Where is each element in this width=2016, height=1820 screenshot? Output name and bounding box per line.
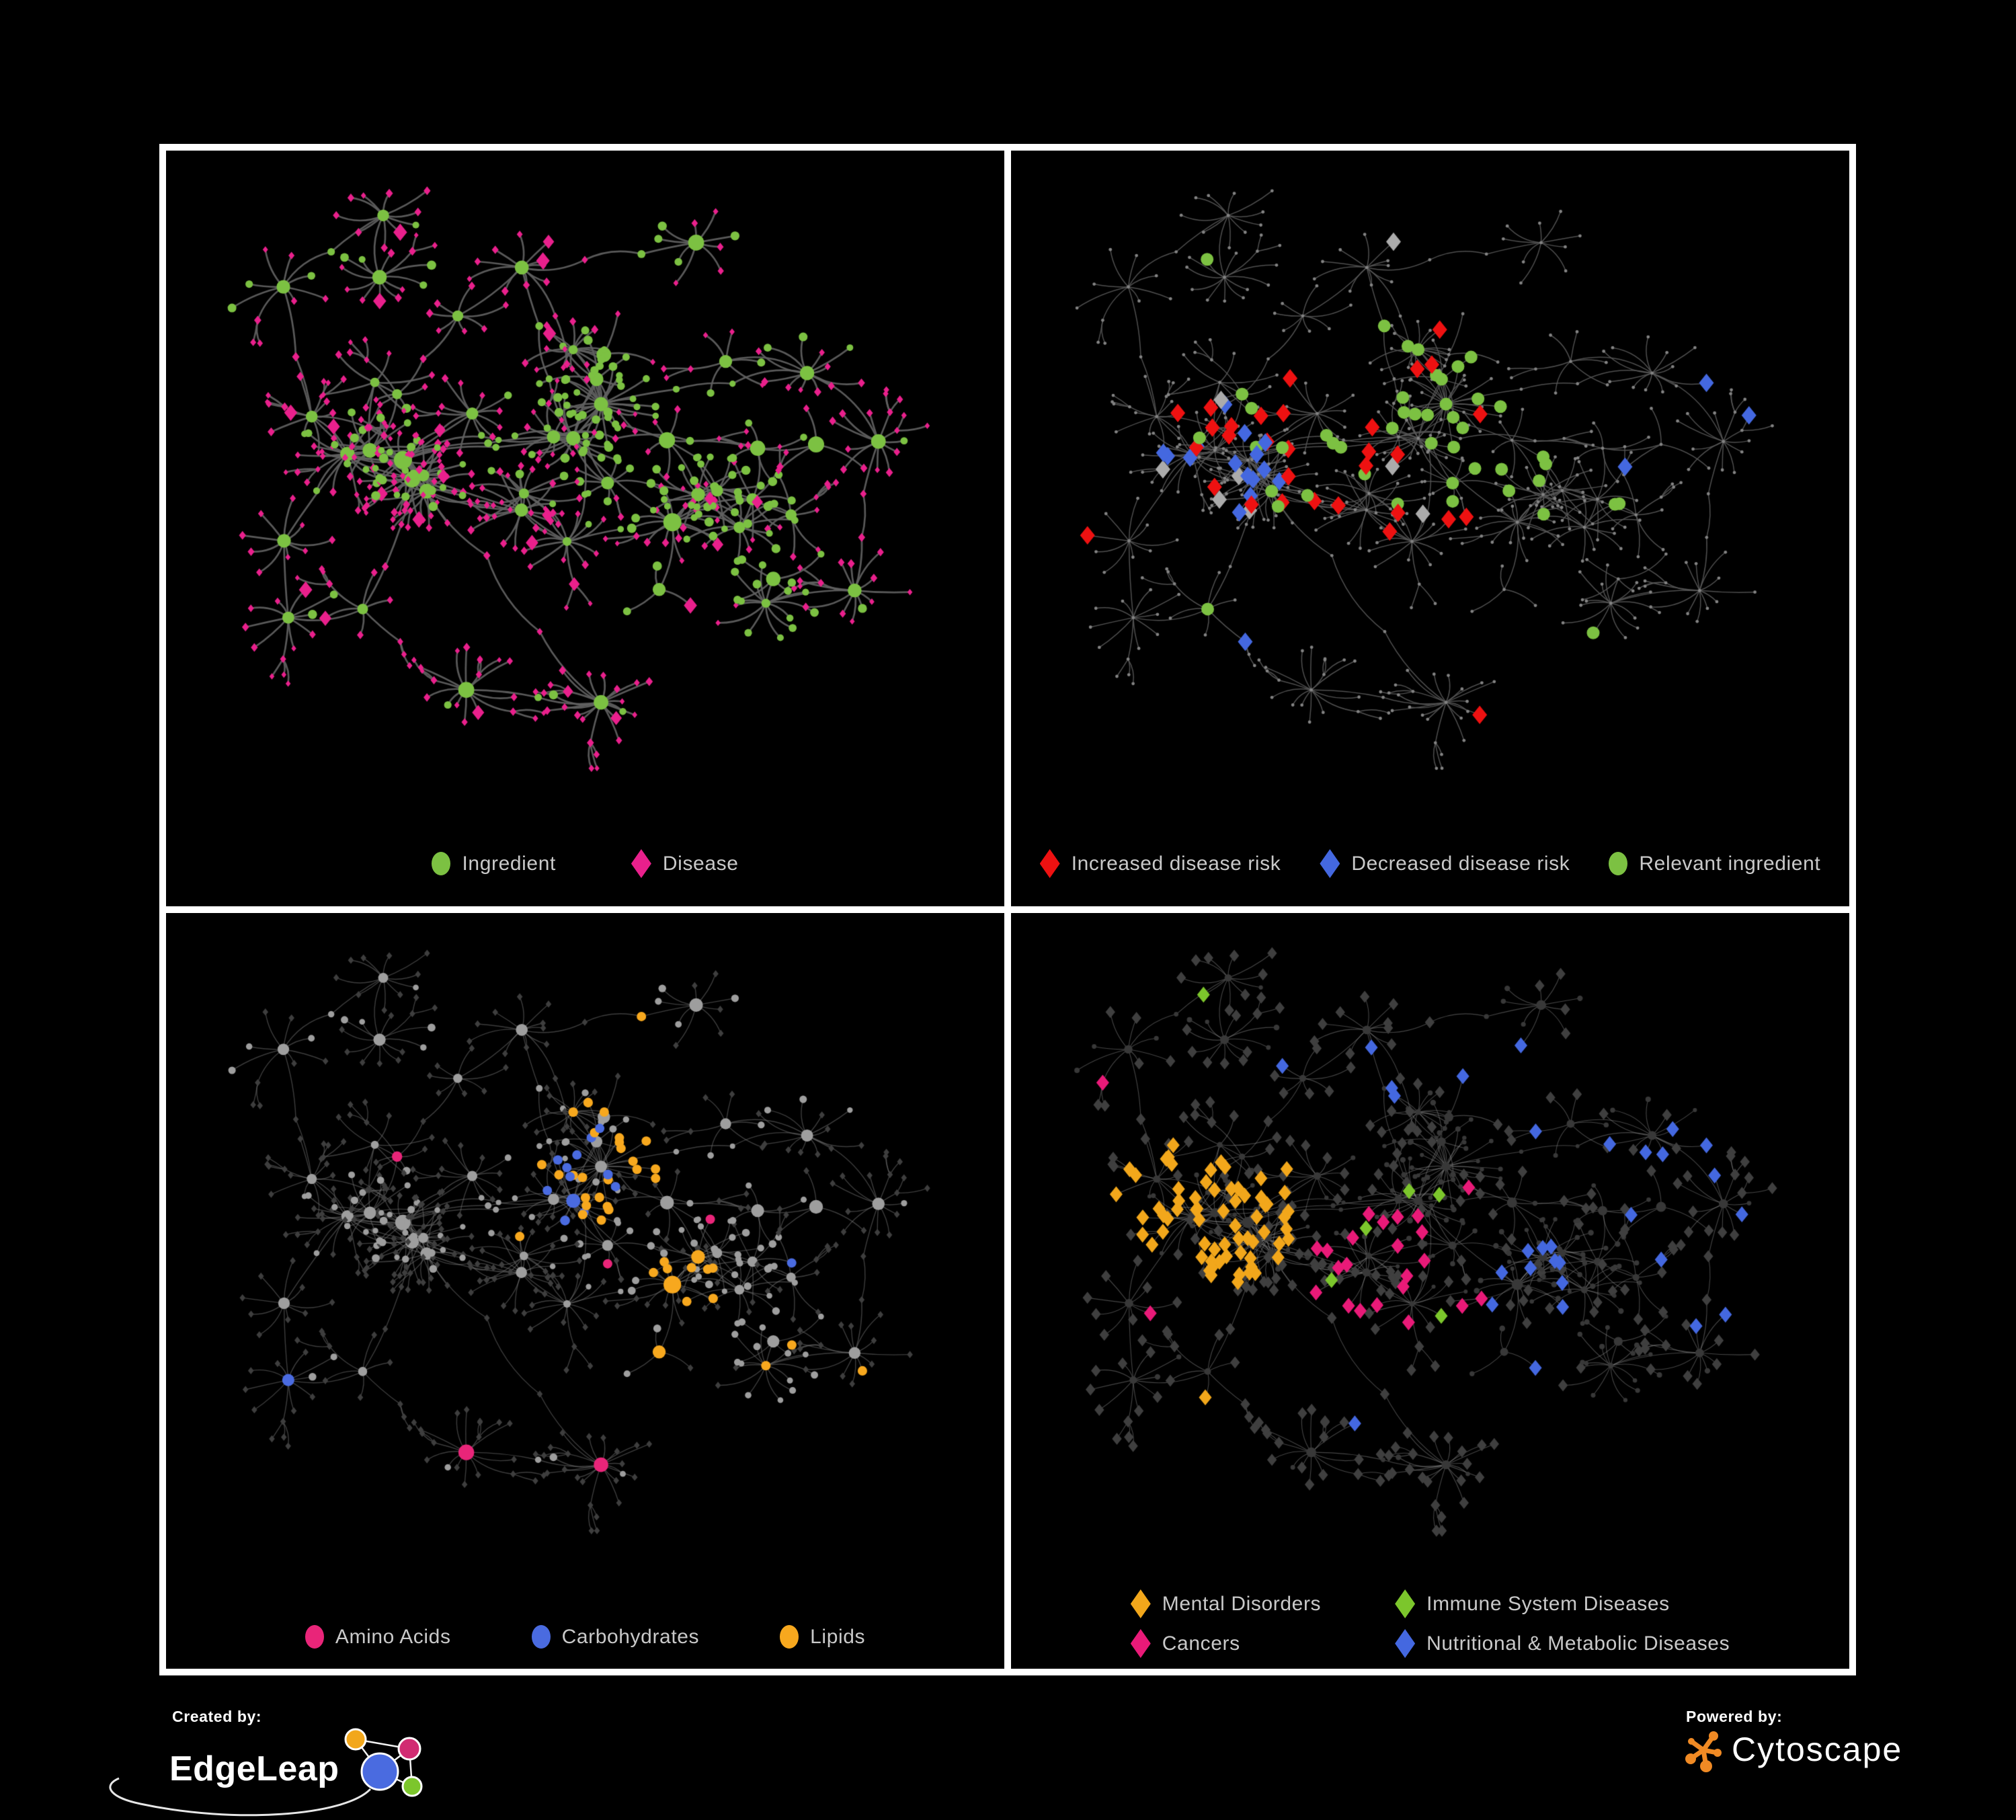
ingredient-disease-network-canvas[interactable]	[166, 151, 1004, 906]
edgeleap-logo-text[interactable]: EdgeLeap	[169, 1749, 339, 1788]
disease-risk-network-canvas[interactable]	[1011, 151, 1849, 906]
cytoscape-logo-text[interactable]: Cytoscape	[1732, 1730, 1903, 1768]
panel-ingredient-disease: Ingredient Disease	[166, 151, 1004, 906]
created-by-label: Created by:	[172, 1708, 262, 1725]
cytoscape-logo-icon	[1685, 1731, 1722, 1772]
panel-disease-class: Mental Disorders Immune System Diseases Ca…	[1011, 913, 1849, 1669]
edgeleap-credit: Created by: EdgeLeap	[109, 1708, 450, 1817]
edgeleap-logo-icon	[109, 1728, 422, 1817]
powered-by-label: Powered by:	[1686, 1708, 1783, 1725]
figure-grid: Ingredient Disease Increased disease risk…	[159, 144, 1856, 1675]
panel-ingredient-chemical-class: Amino Acids Carbohydrates Lipids	[166, 913, 1004, 1669]
cytoscape-credit: Powered by: Cytoscape	[1683, 1708, 1902, 1772]
panel-disease-risk: Increased disease risk Decreased disease …	[1011, 151, 1849, 906]
ingredient-chemical-class-network-canvas[interactable]	[166, 913, 1004, 1669]
disease-class-network-canvas[interactable]	[1011, 913, 1849, 1669]
